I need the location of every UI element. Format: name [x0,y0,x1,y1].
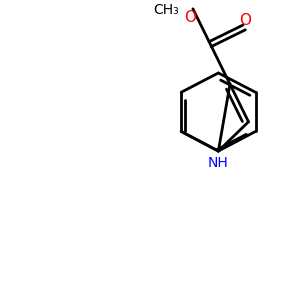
Text: O: O [239,14,251,28]
Text: CH₃: CH₃ [153,3,179,17]
Text: NH: NH [208,156,229,170]
Text: O: O [184,10,196,25]
